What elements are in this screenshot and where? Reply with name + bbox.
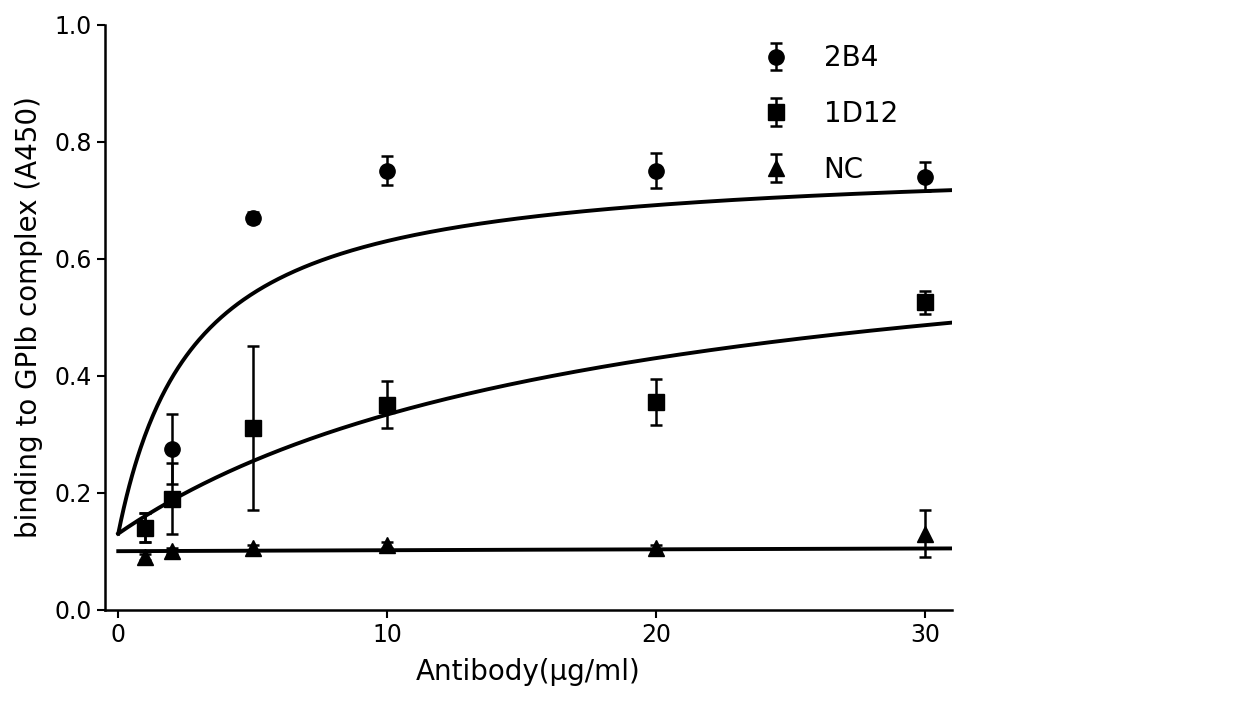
Legend: 2B4, 1D12, NC: 2B4, 1D12, NC (745, 44, 898, 184)
X-axis label: Antibody(μg/ml): Antibody(μg/ml) (417, 658, 641, 686)
Y-axis label: binding to GPIb complex (A450): binding to GPIb complex (A450) (15, 96, 43, 538)
